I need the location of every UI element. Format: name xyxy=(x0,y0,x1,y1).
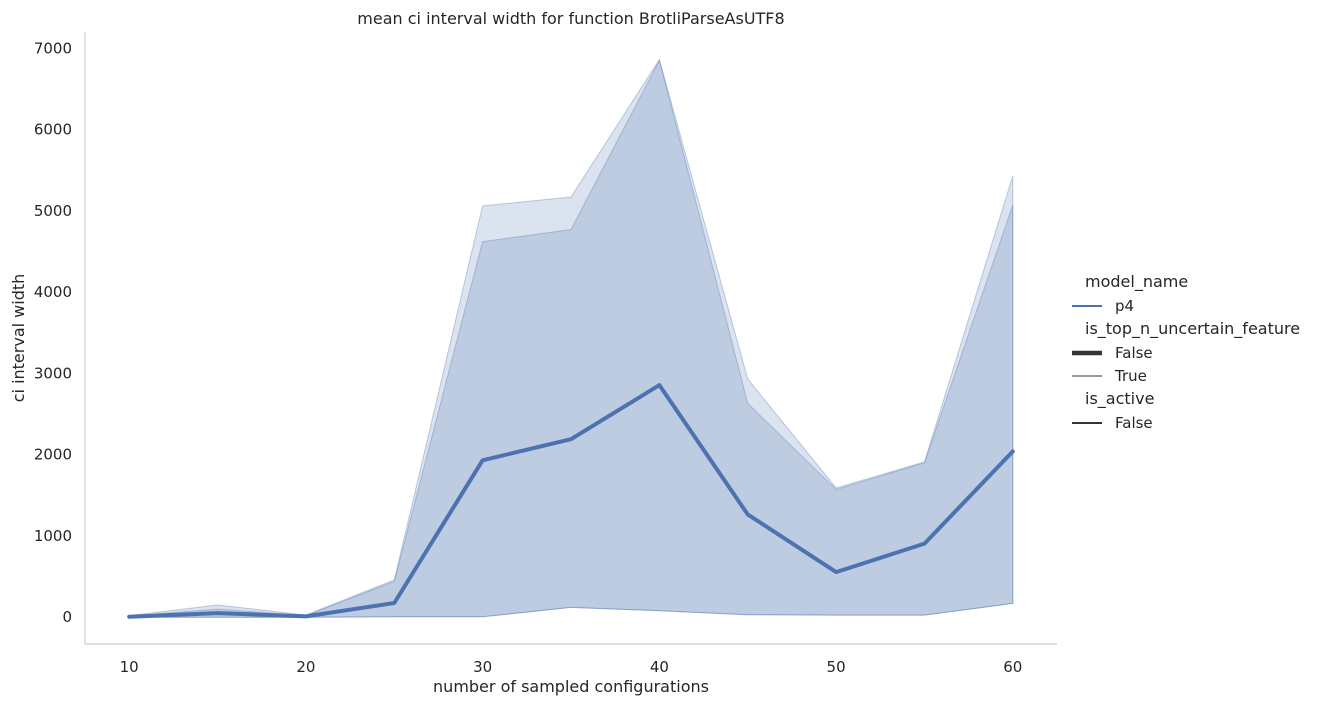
legend-entry-label: True xyxy=(1114,367,1147,385)
x-tick-label: 40 xyxy=(650,658,669,676)
data-point xyxy=(392,601,396,605)
x-tick-label: 50 xyxy=(827,658,846,676)
x-tick-label: 30 xyxy=(473,658,492,676)
y-tick-label: 4000 xyxy=(34,283,72,301)
ci-band-inner xyxy=(128,59,1014,618)
legend-entry-label: p4 xyxy=(1115,297,1134,315)
data-point xyxy=(216,611,220,615)
y-tick-label: 2000 xyxy=(34,446,72,464)
y-tick-label: 3000 xyxy=(34,364,72,382)
data-point xyxy=(481,458,485,462)
data-point xyxy=(746,512,750,516)
x-ticks: 10 20 30 40 50 60 xyxy=(120,658,1023,676)
x-axis-label: number of sampled configurations xyxy=(433,677,709,696)
y-tick-label: 7000 xyxy=(34,39,72,57)
y-tick-label: 6000 xyxy=(34,121,72,139)
y-axis-label: ci interval width xyxy=(9,274,28,403)
y-tick-label: 5000 xyxy=(34,202,72,220)
legend-group-title: model_name xyxy=(1085,272,1188,292)
data-point xyxy=(127,615,131,619)
ci-band-outer xyxy=(128,58,1014,618)
legend-entry-label: False xyxy=(1115,414,1153,432)
x-tick-label: 60 xyxy=(1003,658,1022,676)
data-point xyxy=(569,437,573,441)
legend-group-title: is_top_n_uncertain_feature xyxy=(1085,319,1300,339)
y-tick-label: 0 xyxy=(62,608,72,626)
data-point xyxy=(834,570,838,574)
data-point xyxy=(922,542,926,546)
x-tick-label: 10 xyxy=(120,658,139,676)
legend-entry-label: False xyxy=(1115,344,1153,362)
x-tick-label: 20 xyxy=(296,658,315,676)
y-tick-label: 1000 xyxy=(34,527,72,545)
data-point xyxy=(657,383,661,387)
data-point xyxy=(1011,449,1015,453)
data-point xyxy=(304,614,308,618)
chart-title: mean ci interval width for function Brot… xyxy=(357,9,784,28)
series-line-p4 xyxy=(127,383,1015,619)
y-ticks: 0 1000 2000 3000 4000 5000 6000 7000 xyxy=(34,39,72,626)
plot-area xyxy=(127,58,1015,619)
legend: model_name p4 is_top_n_uncertain_feature Fa… xyxy=(1072,272,1300,432)
legend-group-title: is_active xyxy=(1085,389,1154,409)
